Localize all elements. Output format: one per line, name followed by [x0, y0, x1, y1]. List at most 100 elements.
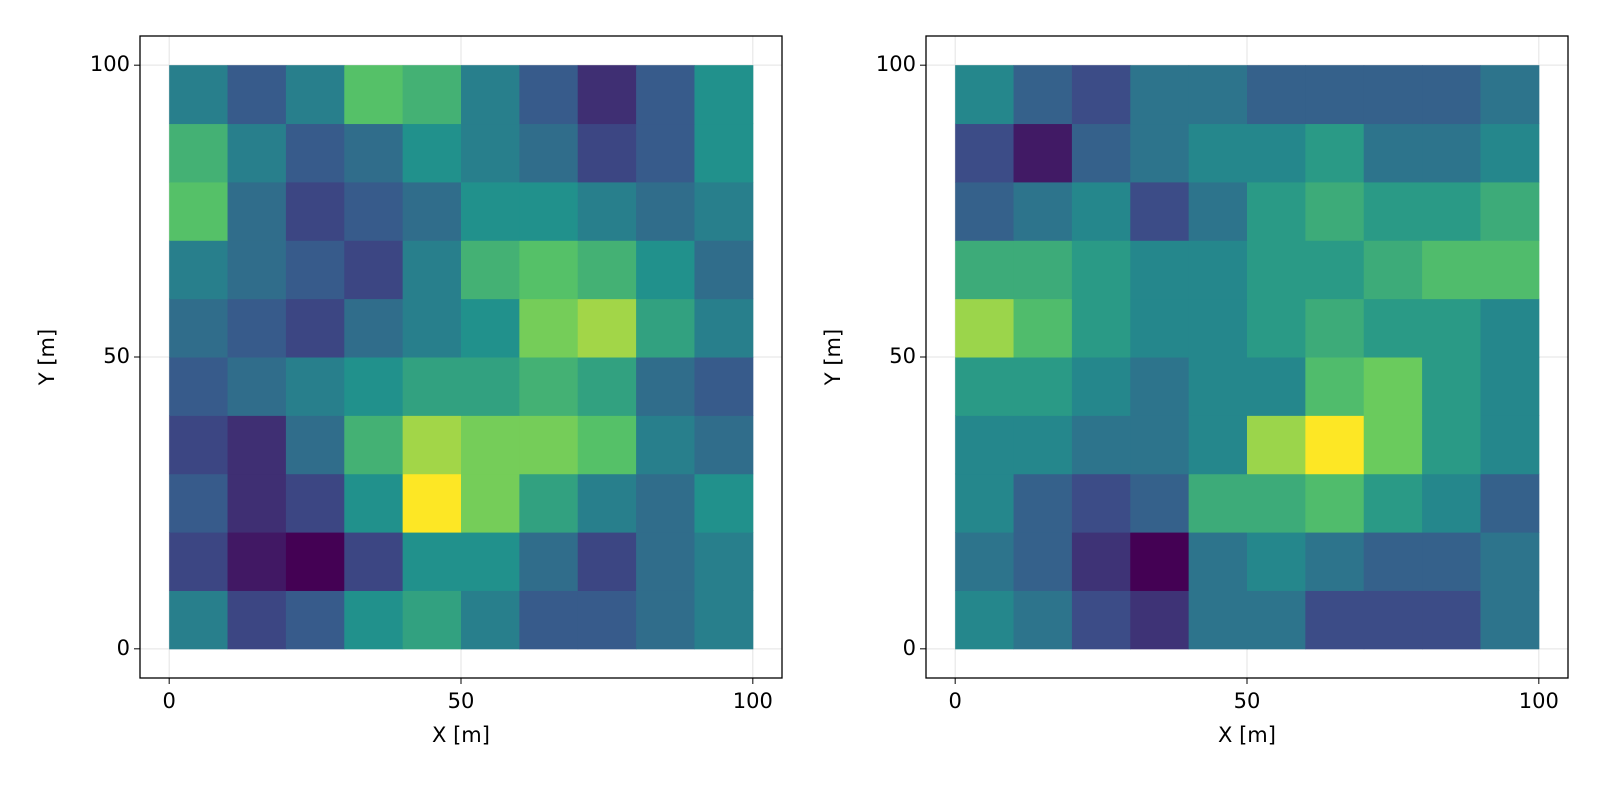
heatmap-cell: [636, 181, 695, 241]
heatmap-cell: [1013, 298, 1073, 358]
heatmap-cell: [285, 298, 345, 358]
heatmap-cell: [169, 65, 229, 125]
heatmap-cell: [1247, 473, 1306, 533]
heatmap-cell: [519, 123, 579, 183]
heatmap-cell: [519, 65, 579, 125]
heatmap-cell: [344, 415, 404, 475]
heatmap-cell: [1422, 532, 1481, 591]
heatmap-cell: [1071, 357, 1131, 416]
heatmap-cell: [1071, 123, 1131, 183]
heatmap-cell: [1013, 65, 1073, 125]
heatmap-cell: [402, 415, 462, 475]
heatmap-cell: [1480, 357, 1540, 416]
heatmap-cell: [955, 415, 1015, 475]
heatmap-cell: [461, 298, 520, 358]
heatmap-cell: [636, 123, 695, 183]
heatmap-cell: [344, 590, 404, 650]
heatmap-cell: [461, 590, 520, 650]
heatmap-cell: [955, 123, 1015, 183]
heatmap-cell: [1363, 65, 1423, 125]
heatmap-cell: [461, 532, 520, 591]
heatmap-cell: [285, 181, 345, 241]
heatmap-cell: [955, 298, 1015, 358]
heatmap-cell: [694, 298, 754, 358]
heatmap-cell: [344, 123, 404, 183]
heatmap-cell: [1305, 123, 1365, 183]
heatmap-cell: [1130, 357, 1190, 416]
heatmap-cell: [636, 473, 695, 533]
heatmap-cell: [344, 532, 404, 591]
heatmap-cell: [1188, 415, 1248, 475]
heatmap-cell: [955, 590, 1015, 650]
heatmap-cell: [1247, 532, 1306, 591]
heatmap-cell: [1480, 181, 1540, 241]
heatmap-cell: [1422, 590, 1481, 650]
heatmap-cell: [285, 532, 345, 591]
heatmap-cell: [285, 65, 345, 125]
heatmap-cell: [694, 357, 754, 416]
heatmap-cell: [285, 240, 345, 300]
heatmap-cell: [1071, 240, 1131, 300]
heatmap-cell: [1363, 590, 1423, 650]
heatmap-cell: [1305, 181, 1365, 241]
heatmap-cell: [169, 473, 229, 533]
heatmap-cell: [694, 473, 754, 533]
heatmap-cell: [227, 65, 287, 125]
heatmap-cell: [169, 123, 229, 183]
y-tick-label: 0: [117, 636, 130, 660]
heatmap-cell: [694, 65, 754, 125]
heatmap-cell: [1130, 181, 1190, 241]
heatmap-cell: [1188, 240, 1248, 300]
heatmap-cell: [461, 65, 520, 125]
heatmap-cell: [402, 123, 462, 183]
heatmap-cell: [636, 240, 695, 300]
heatmap-cell: [461, 415, 520, 475]
heatmap-cell: [1071, 298, 1131, 358]
heatmap-cell: [344, 240, 404, 300]
heatmap-cell: [285, 415, 345, 475]
heatmap-cell: [169, 357, 229, 416]
heatmap-cell: [1305, 357, 1365, 416]
heatmap-cell: [1188, 532, 1248, 591]
heatmap-cell: [519, 473, 579, 533]
heatmap-cell: [402, 532, 462, 591]
heatmap-cell: [1363, 532, 1423, 591]
heatmap-cell: [955, 532, 1015, 591]
heatmap-cell: [461, 181, 520, 241]
heatmap-cell: [519, 181, 579, 241]
heatmap-cell: [1013, 181, 1073, 241]
heatmap-cell: [285, 590, 345, 650]
heatmap-cell: [577, 532, 637, 591]
heatmap-cell: [1363, 357, 1423, 416]
heatmap-cell: [344, 298, 404, 358]
heatmap-cell: [461, 357, 520, 416]
heatmap-cell: [402, 590, 462, 650]
heatmap-cell: [461, 123, 520, 183]
heatmap-cell: [402, 240, 462, 300]
heatmap-cell: [1013, 123, 1073, 183]
heatmap-cell: [169, 590, 229, 650]
heatmap-cell: [955, 357, 1015, 416]
heatmap-cell: [694, 590, 754, 650]
heatmap-cell: [1130, 532, 1190, 591]
heatmap-cell: [1130, 65, 1190, 125]
heatmap-cell: [955, 65, 1015, 125]
heatmap-cell: [344, 473, 404, 533]
heatmap-cell: [1422, 123, 1481, 183]
heatmap-cell: [402, 473, 462, 533]
heatmap-cell: [1305, 240, 1365, 300]
heatmap-cell: [227, 415, 287, 475]
heatmap-cell: [461, 473, 520, 533]
heatmap-cell: [1363, 473, 1423, 533]
heatmap-cell: [227, 123, 287, 183]
heatmap-cell: [169, 298, 229, 358]
heatmap-cell: [1305, 298, 1365, 358]
y-tick-label: 50: [103, 344, 130, 368]
heatmap-cell: [1188, 123, 1248, 183]
heatmap-cell: [1305, 473, 1365, 533]
heatmap-cell: [227, 532, 287, 591]
heatmap-cell: [1071, 590, 1131, 650]
heatmap-cell: [169, 181, 229, 241]
heatmap-cell: [636, 65, 695, 125]
